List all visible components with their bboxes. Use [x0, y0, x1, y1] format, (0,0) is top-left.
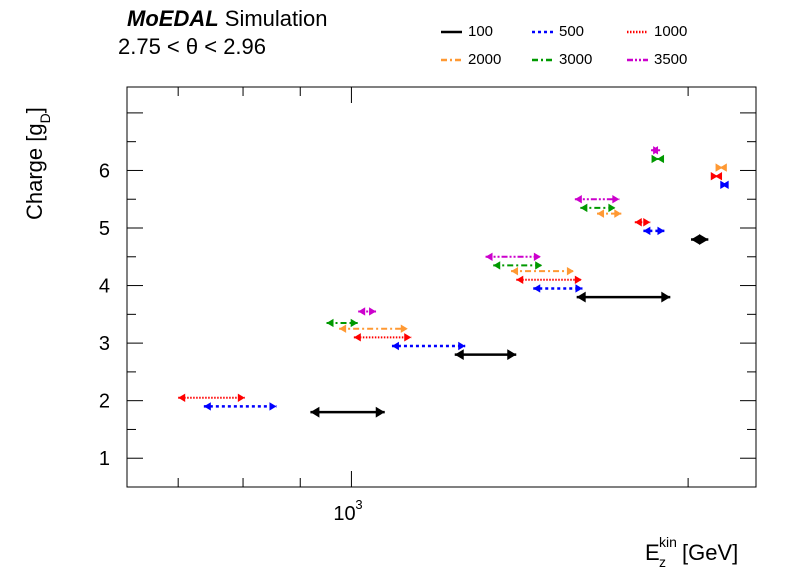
arrow-head	[353, 333, 361, 342]
x-tick-label: 10	[333, 503, 355, 525]
arrow-head	[580, 203, 588, 213]
arrow-head	[661, 291, 671, 303]
y-tick-label: 2	[99, 391, 110, 413]
arrow-head	[485, 252, 493, 261]
legend-label: 2000	[468, 51, 502, 68]
arrow-head	[614, 209, 622, 218]
legend-swatch	[441, 58, 462, 62]
y-tick-label: 4	[99, 276, 110, 298]
arrow-head	[651, 154, 659, 164]
legend-label: 3000	[559, 51, 593, 68]
arrow-head	[269, 402, 277, 411]
arrow-head	[643, 226, 651, 236]
plot-frame	[126, 86, 757, 488]
legend-swatch	[441, 30, 462, 34]
chart-subtitle: 2.75 < θ < 2.96	[118, 34, 267, 59]
arrow-head	[566, 266, 574, 276]
arrow-head	[458, 341, 466, 351]
arrow-head	[574, 195, 582, 204]
arrow-head	[178, 393, 186, 402]
y-tick-label: 3	[99, 333, 110, 355]
arrow-head	[369, 307, 377, 316]
arrow-head	[575, 284, 583, 293]
arrow-head	[350, 318, 358, 328]
legend-swatch	[532, 58, 553, 62]
arrow-head	[634, 218, 642, 227]
arrow-head	[511, 266, 519, 276]
arrow-head	[715, 172, 723, 181]
arrow-head	[454, 349, 464, 361]
arrow-head	[719, 163, 727, 172]
arrow-head	[404, 333, 412, 342]
x-tick-label-exponent: 3	[355, 497, 362, 512]
arrow-head	[720, 180, 728, 190]
arrow-head	[516, 275, 524, 285]
arrow-head	[608, 203, 616, 213]
legend-swatch	[627, 58, 648, 62]
arrow-head	[653, 146, 661, 155]
arrow-head	[576, 291, 586, 303]
x-axis-label-sup: kin	[659, 534, 677, 550]
y-tick-label: 6	[99, 160, 110, 182]
arrow-head	[391, 341, 399, 351]
arrow-head	[533, 252, 541, 261]
legend-label: 100	[468, 23, 494, 40]
arrow-head	[310, 406, 320, 418]
legend-label: 1000	[654, 23, 688, 40]
chart-title: MoEDAL Simulation	[127, 6, 328, 32]
arrow-head	[326, 318, 334, 328]
arrow-head	[657, 154, 665, 164]
arrow-head	[715, 163, 723, 172]
arrow-head	[691, 234, 701, 245]
legend-label: 500	[559, 23, 585, 40]
arrow-head	[574, 275, 582, 285]
y-axis-label: Charge [gD]	[22, 107, 53, 220]
y-tick-label: 5	[99, 218, 110, 240]
x-axis-label: E	[645, 540, 660, 565]
y-tick-label: 1	[99, 448, 110, 470]
x-axis-label-unit: [GeV]	[682, 540, 738, 565]
arrow-head	[597, 209, 605, 218]
arrow-head	[535, 261, 543, 270]
legend-swatch	[627, 30, 648, 34]
arrow-head	[643, 218, 651, 227]
legend-label: 3500	[654, 51, 688, 68]
arrow-head	[358, 307, 366, 316]
arrow-head	[375, 406, 385, 418]
arrow-head	[710, 172, 718, 181]
arrow-head	[657, 226, 665, 236]
arrow-head	[400, 324, 408, 333]
x-axis-label-sub: z	[659, 554, 666, 570]
arrow-head	[699, 234, 709, 245]
title-rest: Simulation	[218, 6, 328, 31]
arrow-head	[339, 324, 347, 333]
arrow-head	[533, 284, 541, 293]
arrow-head	[237, 393, 245, 402]
arrow-head	[612, 195, 620, 204]
title-brand: MoEDAL	[127, 6, 219, 31]
arrow-head	[493, 261, 501, 270]
arrow-head	[507, 349, 517, 361]
arrow-head	[203, 402, 211, 411]
